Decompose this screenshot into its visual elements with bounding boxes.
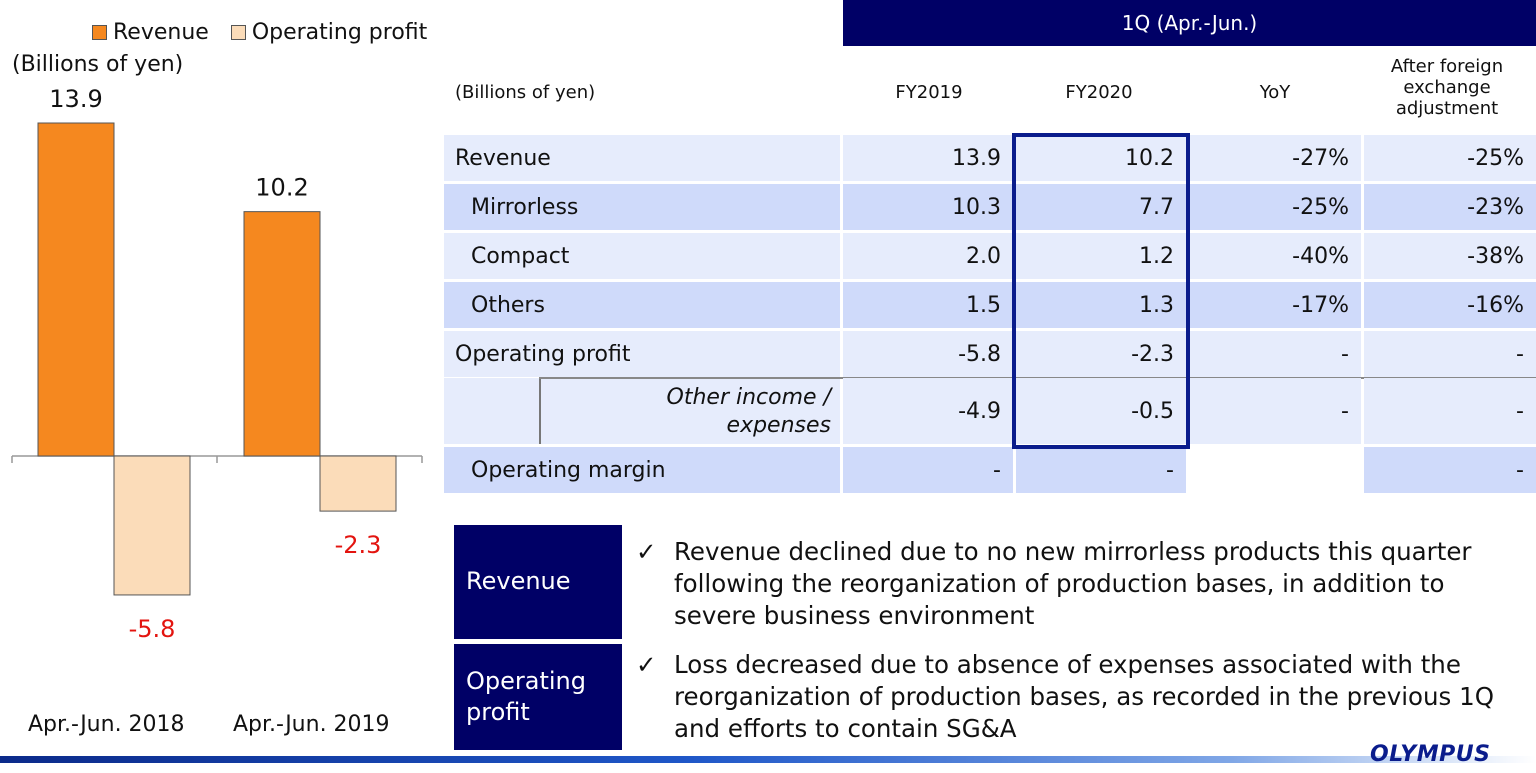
cell-fx-adjusted: -: [1364, 378, 1536, 444]
cell-fy2020: -: [1016, 447, 1186, 493]
row-label: Revenue: [444, 135, 840, 181]
cell-fy2019: -: [843, 447, 1013, 493]
cell-fy2020: -2.3: [1016, 331, 1186, 377]
cell-fx-adjusted: -25%: [1364, 135, 1536, 181]
cell-fy2019: -5.8: [843, 331, 1013, 377]
table-row: Compact 2.0 1.2 -40% -38%: [444, 233, 1536, 279]
cell-fx-adjusted: -: [1364, 331, 1536, 377]
cell-fx-adjusted: -: [1364, 447, 1536, 493]
column-header-fy2019: FY2019: [895, 82, 963, 103]
legend-label-revenue: Revenue: [113, 20, 209, 45]
note-label-text: Operating profit: [466, 666, 586, 726]
table-row: Others 1.5 1.3 -17% -16%: [444, 282, 1536, 328]
bar: [113, 455, 191, 596]
cell-fy2020: 10.2: [1016, 135, 1186, 181]
table-row: Operating margin - - -: [444, 447, 1536, 493]
cell-yoy: [1189, 447, 1361, 493]
chart-plot: 13.9 -5.8 10.2 -2.3: [11, 85, 423, 643]
legend-swatch-revenue: [92, 25, 107, 40]
column-header-yoy: YoY: [1259, 82, 1291, 103]
data-label: 13.9: [49, 85, 102, 113]
cell-fy2019: 2.0: [843, 233, 1013, 279]
note-text: Loss decreased due to absence of expense…: [674, 650, 1494, 743]
chart-legend: Revenue Operating profit: [92, 20, 427, 45]
cell-fy2019: 1.5: [843, 282, 1013, 328]
table-row: Other income / expenses -4.9 -0.5 - -: [444, 377, 1536, 444]
cell-fy2019: 13.9: [843, 135, 1013, 181]
row-label: Compact: [444, 233, 840, 279]
cell-yoy: -27%: [1189, 135, 1361, 181]
cell-fx-adjusted: -38%: [1364, 233, 1536, 279]
data-label: 10.2: [255, 174, 308, 202]
cell-yoy: -17%: [1189, 282, 1361, 328]
bar: [319, 455, 397, 512]
cell-fx-adjusted: -16%: [1364, 282, 1536, 328]
cell-yoy: -40%: [1189, 233, 1361, 279]
table-row: Mirrorless 10.3 7.7 -25% -23%: [444, 184, 1536, 230]
footer-gradient-bar: [0, 756, 1536, 763]
cell-fy2020: -0.5: [1016, 378, 1186, 444]
category-label: Apr.-Jun. 2019: [233, 712, 390, 737]
cell-fy2019: 10.3: [843, 184, 1013, 230]
note-label-operating-profit: Operating profit: [454, 644, 622, 750]
legend-label-operating-profit: Operating profit: [251, 20, 428, 45]
cell-fx-adjusted: -23%: [1364, 184, 1536, 230]
cell-fy2019: -4.9: [843, 378, 1013, 444]
note-label-revenue: Revenue: [454, 525, 622, 639]
note-text: Revenue declined due to no new mirrorles…: [674, 537, 1472, 630]
cell-yoy: -: [1189, 378, 1361, 444]
bar-chart: Revenue Operating profit (Billions of ye…: [0, 0, 440, 773]
olympus-logo: OLYMPUS: [1370, 742, 1491, 767]
column-header-fx-adjusted: After foreign exchange adjustment: [1390, 56, 1504, 119]
note-revenue: ✓ Revenue declined due to no new mirrorl…: [636, 536, 1516, 632]
row-label: Other income / expenses: [666, 385, 831, 438]
row-label: Operating margin: [444, 447, 840, 493]
table-row: Revenue 13.9 10.2 -27% -25%: [444, 135, 1536, 181]
row-label: Mirrorless: [444, 184, 840, 230]
category-label: Apr.-Jun. 2018: [28, 712, 185, 737]
note-operating-profit: ✓ Loss decreased due to absence of expen…: [636, 649, 1516, 745]
data-label: -5.8: [129, 615, 176, 643]
cell-fy2020: 7.7: [1016, 184, 1186, 230]
row-label: Others: [444, 282, 840, 328]
cell-fy2020: 1.2: [1016, 233, 1186, 279]
bar: [243, 211, 321, 457]
table-unit-label: (Billions of yen): [455, 82, 596, 103]
row-indent-divider: [539, 378, 541, 444]
check-icon: ✓: [636, 537, 657, 566]
cell-yoy: -25%: [1189, 184, 1361, 230]
legend-swatch-operating-profit: [230, 25, 246, 40]
check-icon: ✓: [636, 650, 657, 679]
data-label: -2.3: [335, 531, 382, 559]
cell-yoy: -: [1189, 331, 1361, 377]
chart-unit-label: (Billions of yen): [12, 52, 184, 77]
row-label-background: [444, 378, 840, 444]
bar: [37, 122, 115, 457]
cell-fy2020: 1.3: [1016, 282, 1186, 328]
column-header-fy2020: FY2020: [1065, 82, 1133, 103]
table-row: Operating profit -5.8 -2.3 - -: [444, 331, 1536, 377]
table-period-header: 1Q (Apr.-Jun.): [843, 0, 1536, 46]
row-label: Operating profit: [444, 331, 840, 377]
